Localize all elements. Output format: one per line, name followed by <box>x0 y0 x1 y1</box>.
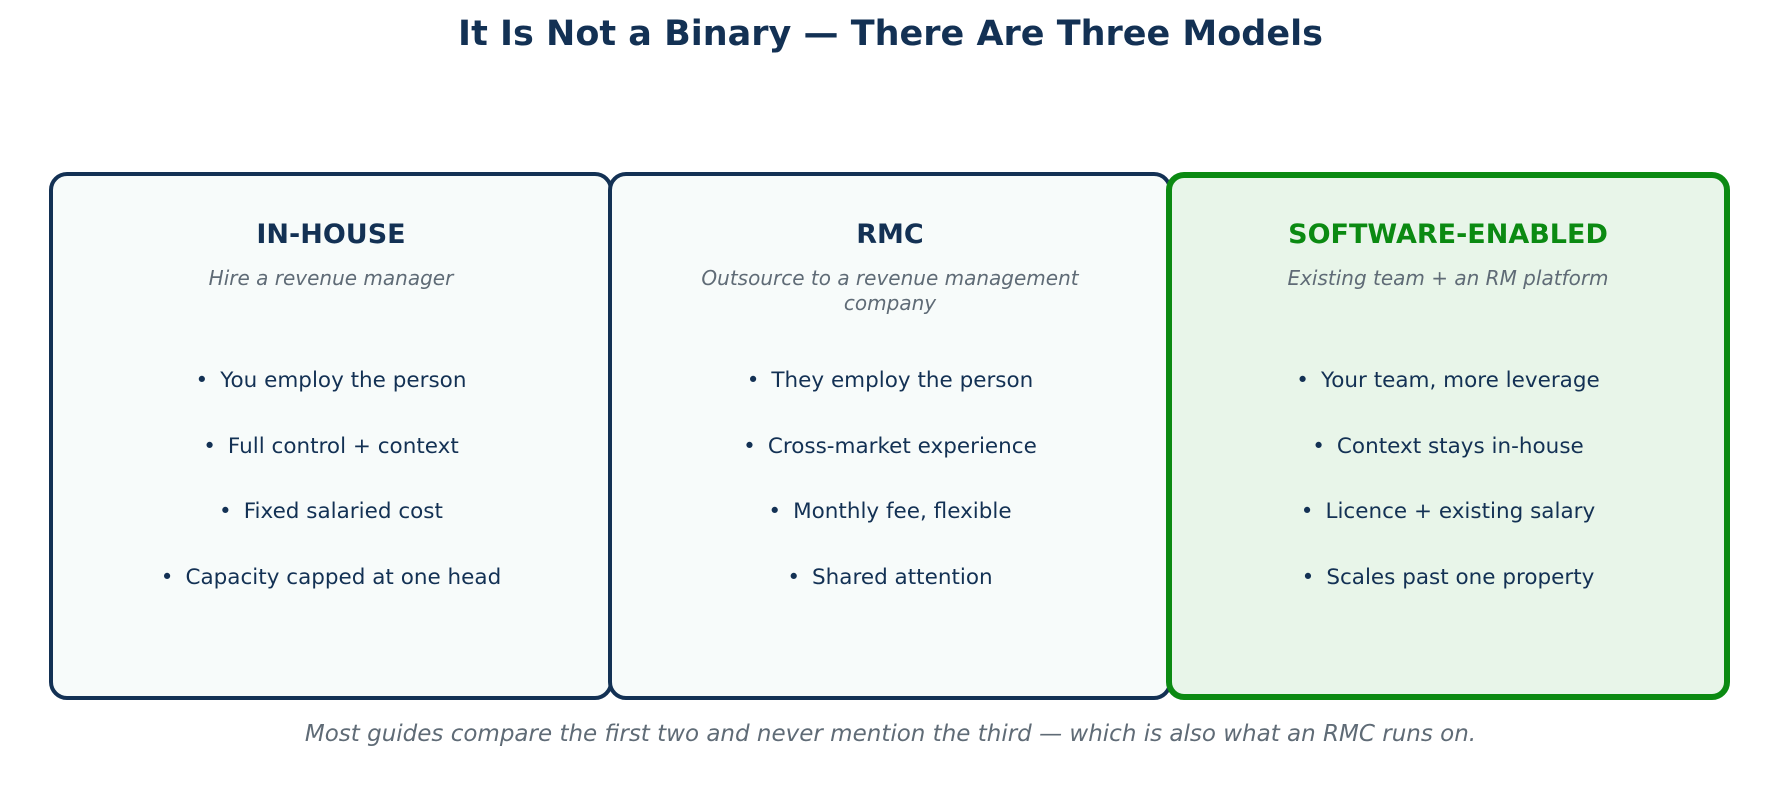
card-rmc: RMC Outsource to a revenue management co… <box>608 172 1172 700</box>
bullet-text: Licence + existing salary <box>1325 499 1596 524</box>
bullet-icon: • <box>1296 368 1309 393</box>
bullet-text: Capacity capped at one head <box>185 564 502 590</box>
card-subtitle: Hire a revenue manager <box>208 266 454 290</box>
bullet-icon: • <box>768 499 782 524</box>
bullet-text: Context stays in-house <box>1336 433 1584 459</box>
card-title: IN-HOUSE <box>256 219 406 250</box>
card-software-enabled: SOFTWARE-ENABLED Existing team + an RM p… <box>1166 172 1730 700</box>
bullet-icon: • <box>203 433 216 459</box>
bullet-list: • They employ the person • Cross-market ex… <box>612 367 1168 629</box>
bullet-text: Shared attention <box>812 564 993 590</box>
bullet-text: Your team, more leverage <box>1320 368 1600 393</box>
footer-note: Most guides compare the first two and ne… <box>304 721 1477 747</box>
bullet-text: Monthly fee, flexible <box>793 499 1012 524</box>
bullet-list: • You employ the person • Full control + c… <box>53 367 609 629</box>
bullet-text: Fixed salaried cost <box>243 499 443 524</box>
bullet-item: • Cross-market experience <box>612 433 1168 499</box>
bullet-icon: • <box>1301 564 1315 590</box>
bullet-icon: • <box>746 368 760 393</box>
bullet-item: • Capacity capped at one head <box>53 564 609 630</box>
bullet-icon: • <box>219 499 232 524</box>
card-in-house: IN-HOUSE Hire a revenue manager • You emp… <box>49 172 613 700</box>
bullet-item: • Shared attention <box>612 564 1168 630</box>
bullet-list: • Your team, more leverage • Context stays… <box>1172 367 1724 629</box>
bullet-icon: • <box>743 433 756 459</box>
bullet-item: • They employ the person <box>612 367 1168 433</box>
card-title: RMC <box>856 219 924 250</box>
bullet-icon: • <box>1300 499 1314 524</box>
bullet-item: • Context stays in-house <box>1172 433 1724 499</box>
bullet-text: Scales past one property <box>1326 564 1595 590</box>
page-title: It Is Not a Binary — There Are Three Mod… <box>458 14 1323 54</box>
bullet-icon: • <box>160 564 174 590</box>
bullet-text: Full control + context <box>227 433 459 459</box>
card-subtitle: Existing team + an RM platform <box>1287 266 1609 290</box>
bullet-icon: • <box>195 368 209 393</box>
bullet-text: Cross-market experience <box>767 433 1037 459</box>
bullet-text: They employ the person <box>771 368 1034 393</box>
bullet-icon: • <box>787 564 801 590</box>
bullet-text: You employ the person <box>220 368 467 393</box>
card-title: SOFTWARE-ENABLED <box>1288 219 1608 250</box>
bullet-item: • Licence + existing salary <box>1172 498 1724 564</box>
bullet-item: • You employ the person <box>53 367 609 433</box>
card-subtitle: Outsource to a revenue management compan… <box>701 266 1079 315</box>
bullet-item: • Scales past one property <box>1172 564 1724 630</box>
bullet-item: • Full control + context <box>53 433 609 499</box>
bullet-item: • Monthly fee, flexible <box>612 498 1168 564</box>
bullet-item: • Your team, more leverage <box>1172 367 1724 433</box>
bullet-icon: • <box>1312 433 1325 459</box>
bullet-item: • Fixed salaried cost <box>53 498 609 564</box>
